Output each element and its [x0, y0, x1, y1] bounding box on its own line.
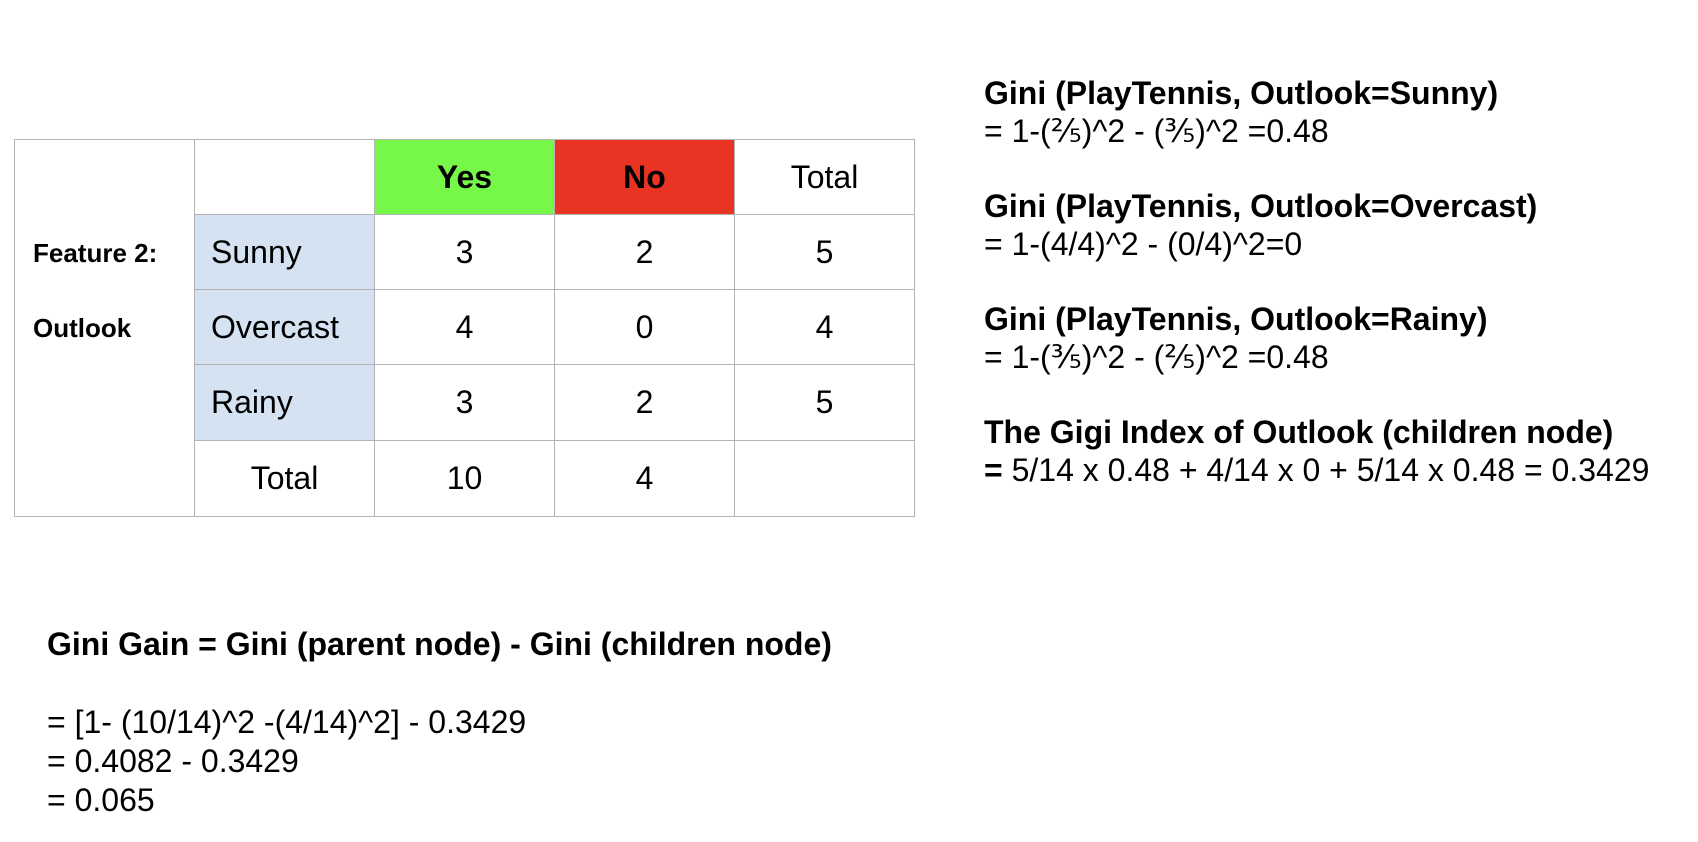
cell-sunny-no: 2: [554, 214, 735, 290]
gini-overcast-value: = 1-(4/4)^2 - (0/4)^2=0: [984, 226, 1303, 262]
gini-overcast-title: Gini (PlayTennis, Outlook=Overcast): [984, 188, 1538, 224]
gini-index-value-line: = 5/14 x 0.48 + 4/14 x 0 + 5/14 x 0.48 =…: [984, 451, 1649, 489]
cell-rainy-total: 5: [734, 364, 915, 441]
gini-formulas: Gini (PlayTennis, Outlook=Sunny) = 1-(⅖)…: [984, 74, 1649, 526]
cell-sunny-total: 5: [734, 214, 915, 290]
gini-gain-line2: = 0.4082 - 0.3429: [47, 743, 299, 779]
row-label-total: Total: [194, 440, 375, 517]
header-yes: Yes: [374, 139, 555, 215]
cell-total-no: 4: [554, 440, 735, 517]
cell-total-yes: 10: [374, 440, 555, 517]
feature-label-line1: Feature 2:: [33, 238, 158, 268]
gini-rainy-title: Gini (PlayTennis, Outlook=Rainy): [984, 301, 1488, 337]
header-total: Total: [734, 139, 915, 215]
row-label-overcast: Overcast: [194, 289, 375, 365]
gini-index-title: The Gigi Index of Outlook (children node…: [984, 414, 1614, 450]
gini-sunny-value: = 1-(⅖)^2 - (⅗)^2 =0.48: [984, 113, 1329, 149]
header-empty-cell: [194, 139, 375, 215]
cell-sunny-yes: 3: [374, 214, 555, 290]
cell-total-total: [734, 440, 915, 517]
gini-gain-line3: = 0.065: [47, 782, 155, 818]
header-no: No: [554, 139, 735, 215]
cell-rainy-yes: 3: [374, 364, 555, 441]
feature-label-cell: Feature 2: Outlook: [14, 139, 195, 517]
row-label-rainy: Rainy: [194, 364, 375, 441]
cell-overcast-no: 0: [554, 289, 735, 365]
gini-index-equals: =: [984, 452, 1003, 488]
cell-overcast-total: 4: [734, 289, 915, 365]
gini-gain-section: Gini Gain = Gini (parent node) - Gini (c…: [47, 625, 832, 820]
gini-overcast-block: Gini (PlayTennis, Outlook=Overcast) = 1-…: [984, 187, 1649, 263]
gini-index-block: The Gigi Index of Outlook (children node…: [984, 413, 1649, 489]
gini-rainy-block: Gini (PlayTennis, Outlook=Rainy) = 1-(⅗)…: [984, 300, 1649, 376]
cell-rainy-no: 2: [554, 364, 735, 441]
row-label-sunny: Sunny: [194, 214, 375, 290]
gini-gain-title: Gini Gain = Gini (parent node) - Gini (c…: [47, 626, 832, 662]
gini-gain-line1: = [1- (10/14)^2 -(4/14)^2] - 0.3429: [47, 704, 527, 740]
gini-sunny-title: Gini (PlayTennis, Outlook=Sunny): [984, 75, 1499, 111]
gini-index-value: 5/14 x 0.48 + 4/14 x 0 + 5/14 x 0.48 = 0…: [1002, 452, 1650, 488]
gini-sunny-block: Gini (PlayTennis, Outlook=Sunny) = 1-(⅖)…: [984, 74, 1649, 150]
cell-overcast-yes: 4: [374, 289, 555, 365]
gini-rainy-value: = 1-(⅗)^2 - (⅖)^2 =0.48: [984, 339, 1329, 375]
feature-label-line2: Outlook: [33, 313, 132, 343]
